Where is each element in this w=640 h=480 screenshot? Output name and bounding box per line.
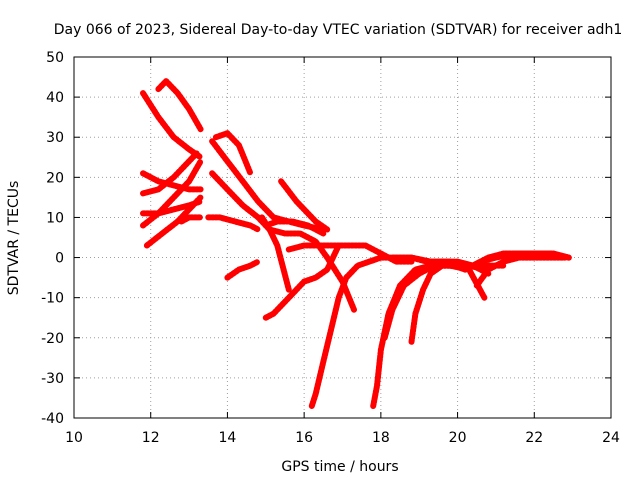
series-trace-k	[209, 170, 357, 313]
chart-title: Day 066 of 2023, Sidereal Day-to-day VTE…	[54, 22, 622, 38]
y-tick-label: 50	[46, 50, 64, 66]
series-trace-m	[224, 258, 262, 281]
axis-ticks: 10 12 14 16 18 20 22 24 -40 -30 -20 -10 0 10 20 30 40 50	[41, 50, 620, 446]
series-trace-t	[370, 262, 488, 409]
data-traces	[140, 78, 572, 409]
series-trace-a	[140, 90, 204, 161]
series-trace-d	[140, 170, 204, 193]
y-tick-label: 20	[46, 170, 64, 186]
series-trace-c	[140, 150, 200, 197]
plot-frame	[73, 56, 612, 419]
y-tick-label: 0	[55, 251, 64, 267]
x-tick-label: 18	[372, 430, 390, 446]
x-tick-label: 14	[219, 430, 237, 446]
series-trace-p	[262, 218, 327, 237]
series-trace-v	[408, 262, 469, 345]
series-trace-o	[262, 242, 342, 321]
x-axis-label: GPS time / hours	[281, 459, 398, 475]
x-tick-label: 12	[142, 430, 160, 446]
x-tick-label: 24	[602, 430, 620, 446]
series-trace-i	[212, 130, 254, 177]
series-trace-aa	[439, 258, 507, 269]
y-tick-label: -40	[41, 411, 64, 427]
series-trace-l	[205, 214, 262, 233]
x-tick-label: 22	[525, 430, 543, 446]
y-tick-label: 10	[46, 210, 64, 226]
grid	[74, 57, 611, 418]
y-axis-label: SDTVAR / TECUs	[6, 181, 22, 296]
x-tick-label: 16	[295, 430, 313, 446]
x-tick-label: 20	[449, 430, 467, 446]
series-trace-z	[462, 250, 572, 273]
x-tick-label: 10	[65, 430, 83, 446]
series-trace-s	[308, 254, 473, 409]
y-tick-label: 30	[46, 130, 64, 146]
y-tick-label: -30	[41, 371, 64, 387]
y-tick-label: 40	[46, 90, 64, 106]
series-trace-x	[473, 254, 568, 289]
series-trace-b	[155, 78, 204, 133]
series-trace-g	[143, 194, 204, 249]
y-tick-label: -20	[41, 331, 64, 347]
series-trace-h	[178, 214, 204, 225]
y-tick-label: -10	[41, 291, 64, 307]
series-trace-f	[140, 158, 204, 229]
series-trace-q	[278, 178, 331, 233]
